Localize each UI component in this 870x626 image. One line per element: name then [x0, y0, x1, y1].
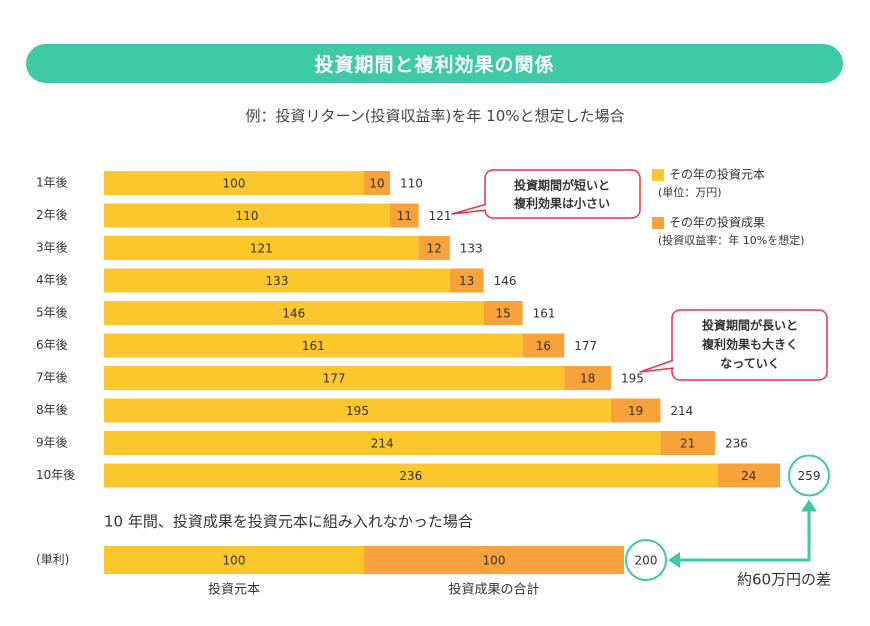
gain-value-label: 16 — [536, 339, 551, 353]
callout-box-long — [671, 309, 828, 381]
difference-annotation: 約60万円の差 — [737, 571, 831, 589]
principal-bar — [104, 431, 661, 455]
gain-value-label: 21 — [680, 437, 695, 451]
gain-bar — [611, 398, 661, 423]
total-value-label: 236 — [725, 437, 748, 451]
callout-text-short: 投資期間が短いと — [514, 178, 610, 193]
callout-pointer-mask — [486, 203, 490, 211]
principal-value-label: 177 — [323, 372, 346, 386]
legend-label: その年の投資成果 — [669, 215, 765, 230]
legend-note: (投資収益率：年 10%を想定) — [658, 233, 805, 247]
gain-bar — [483, 301, 523, 325]
simple-row-label: (単利) — [36, 553, 69, 567]
principal-value-label: 100 — [223, 177, 246, 191]
simple-total-label: 200 — [635, 554, 658, 568]
row-label: 10年後 — [36, 468, 75, 482]
chart-subtitle: 例：投資リターン(投資収益率)を年 10%と想定した場合 — [245, 107, 625, 125]
principal-bar — [104, 171, 364, 195]
total-value-label: 121 — [429, 209, 452, 223]
principal-value-label: 236 — [399, 469, 422, 483]
principal-bar — [104, 463, 718, 488]
principal-value-label: 121 — [250, 242, 273, 256]
callout-box-short — [484, 169, 641, 219]
gain-value-label: 15 — [495, 307, 510, 321]
total-value-label: 195 — [621, 372, 644, 386]
gain-bar — [564, 366, 611, 390]
callout-text-long: 複利効果も大きく — [701, 337, 798, 352]
callout-text-long: 投資期間が長いと — [702, 318, 798, 333]
legend-label: その年の投資元本 — [669, 167, 765, 182]
simple-principal-value: 100 — [223, 554, 246, 568]
legend-swatch — [652, 217, 664, 229]
principal-value-label: 214 — [371, 437, 394, 451]
difference-arrow-line — [676, 508, 811, 562]
final-total-label: 259 — [798, 469, 821, 483]
difference-arrow-head-up — [801, 499, 817, 512]
principal-bar — [104, 366, 565, 390]
simple-gain-bar — [364, 546, 624, 574]
simple-gain-value: 100 — [483, 554, 506, 568]
legend-swatch — [652, 169, 664, 181]
gain-bar — [449, 268, 484, 293]
row-label: 5年後 — [36, 306, 68, 320]
principal-bar — [104, 398, 611, 423]
principal-bar — [104, 203, 390, 228]
total-value-label: 177 — [574, 339, 597, 353]
total-value-label: 110 — [400, 177, 423, 191]
callout-text-short: 複利効果は小さい — [513, 196, 610, 211]
gain-value-label: 13 — [459, 274, 474, 288]
gain-bar — [522, 333, 565, 358]
total-value-label: 146 — [494, 274, 517, 288]
principal-value-label: 110 — [236, 209, 259, 223]
callout-pointer-long — [639, 359, 675, 373]
gain-value-label: 18 — [580, 372, 595, 386]
total-value-label: 133 — [460, 242, 483, 256]
gain-value-label: 19 — [628, 404, 643, 418]
page-title: 投資期間と複利効果の関係 — [26, 44, 843, 83]
principal-value-label: 195 — [346, 404, 369, 418]
gain-bar — [660, 431, 715, 455]
simple-principal-bar — [104, 546, 364, 574]
principal-bar — [104, 236, 419, 260]
principal-value-label: 161 — [302, 339, 325, 353]
simple-gain-caption: 投資成果の合計 — [448, 582, 539, 598]
gain-value-label: 24 — [741, 469, 756, 483]
total-value-label: 214 — [670, 404, 693, 418]
row-label: 4年後 — [36, 273, 68, 287]
gain-value-label: 10 — [369, 177, 384, 191]
row-label: 8年後 — [36, 403, 68, 417]
gain-bar — [364, 171, 390, 195]
gain-bar — [418, 236, 450, 260]
gain-value-label: 12 — [427, 242, 442, 256]
principal-value-label: 146 — [282, 307, 305, 321]
row-label: 1年後 — [36, 176, 68, 190]
simple-principal-caption: 投資元本 — [208, 582, 260, 598]
principal-bar — [104, 268, 450, 293]
gain-value-label: 11 — [397, 209, 412, 223]
row-label: 2年後 — [36, 208, 68, 222]
row-label: 9年後 — [36, 436, 68, 450]
gain-bar — [717, 463, 780, 488]
callout-text-long: なっていく — [720, 357, 779, 371]
callout-pointer-short — [451, 203, 488, 215]
legend-note: (単位：万円) — [658, 185, 722, 199]
gain-bar — [390, 203, 419, 228]
principal-bar — [104, 333, 523, 358]
difference-arrow-head-left — [668, 552, 680, 568]
total-value-label: 161 — [533, 307, 556, 321]
principal-value-label: 133 — [265, 274, 288, 288]
final-total-circle — [788, 454, 830, 497]
simple-interest-title: 10 年間、投資成果を投資元本に組み入れなかった場合 — [104, 513, 473, 531]
simple-total-circle — [625, 539, 667, 581]
row-label: 7年後 — [36, 371, 68, 385]
row-label: 6年後 — [36, 338, 68, 352]
row-label: 3年後 — [36, 241, 68, 255]
principal-bar — [104, 301, 484, 325]
callout-pointer-mask — [673, 359, 677, 367]
